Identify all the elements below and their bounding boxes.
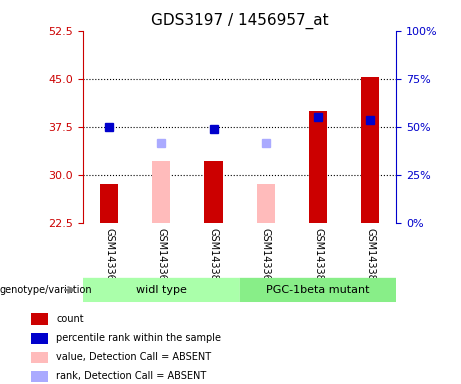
Text: genotype/variation: genotype/variation — [0, 285, 93, 295]
Text: GSM143368: GSM143368 — [156, 228, 166, 287]
Bar — [152, 161, 171, 223]
Bar — [31, 313, 48, 325]
Text: count: count — [56, 314, 84, 324]
Text: GSM143384: GSM143384 — [208, 228, 219, 287]
Text: GSM143383: GSM143383 — [365, 228, 375, 287]
FancyBboxPatch shape — [83, 278, 240, 302]
Title: GDS3197 / 1456957_at: GDS3197 / 1456957_at — [151, 13, 329, 29]
Bar — [31, 371, 48, 382]
Text: rank, Detection Call = ABSENT: rank, Detection Call = ABSENT — [56, 371, 207, 381]
Bar — [31, 352, 48, 363]
Text: percentile rank within the sample: percentile rank within the sample — [56, 333, 221, 343]
Text: value, Detection Call = ABSENT: value, Detection Call = ABSENT — [56, 352, 211, 362]
Text: widl type: widl type — [136, 285, 187, 295]
Bar — [309, 111, 327, 223]
Bar — [257, 184, 275, 223]
Bar — [100, 184, 118, 223]
Bar — [204, 161, 223, 223]
Bar — [361, 78, 379, 223]
Text: PGC-1beta mutant: PGC-1beta mutant — [266, 285, 370, 295]
Bar — [31, 333, 48, 344]
Text: GSM143367: GSM143367 — [104, 228, 114, 287]
FancyBboxPatch shape — [240, 278, 396, 302]
Text: GSM143382: GSM143382 — [313, 228, 323, 287]
Text: GSM143364: GSM143364 — [261, 228, 271, 287]
